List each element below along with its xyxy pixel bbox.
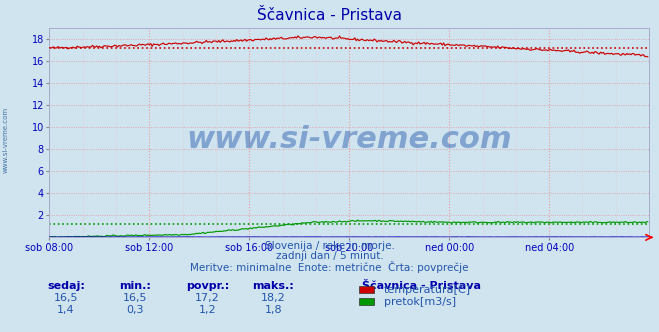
Text: 1,2: 1,2 [199, 305, 216, 315]
Text: maks.:: maks.: [252, 281, 295, 290]
Text: zadnji dan / 5 minut.: zadnji dan / 5 minut. [275, 251, 384, 261]
Text: povpr.:: povpr.: [186, 281, 229, 290]
Text: 16,5: 16,5 [53, 293, 78, 303]
Text: 1,8: 1,8 [265, 305, 282, 315]
Text: www.si-vreme.com: www.si-vreme.com [2, 106, 9, 173]
Text: www.si-vreme.com: www.si-vreme.com [186, 124, 512, 154]
Text: Slovenija / reke in morje.: Slovenija / reke in morje. [264, 241, 395, 251]
Text: pretok[m3/s]: pretok[m3/s] [384, 297, 455, 307]
Text: 0,3: 0,3 [127, 305, 144, 315]
Text: Ščavnica - Pristava: Ščavnica - Pristava [362, 281, 482, 290]
Text: 18,2: 18,2 [261, 293, 286, 303]
Text: temperatura[C]: temperatura[C] [384, 285, 471, 295]
Text: 1,4: 1,4 [57, 305, 74, 315]
Text: 17,2: 17,2 [195, 293, 220, 303]
Text: Meritve: minimalne  Enote: metrične  Črta: povprečje: Meritve: minimalne Enote: metrične Črta:… [190, 261, 469, 273]
Text: sedaj:: sedaj: [47, 281, 85, 290]
Text: min.:: min.: [119, 281, 151, 290]
Text: 16,5: 16,5 [123, 293, 148, 303]
Text: Ščavnica - Pristava: Ščavnica - Pristava [257, 8, 402, 23]
